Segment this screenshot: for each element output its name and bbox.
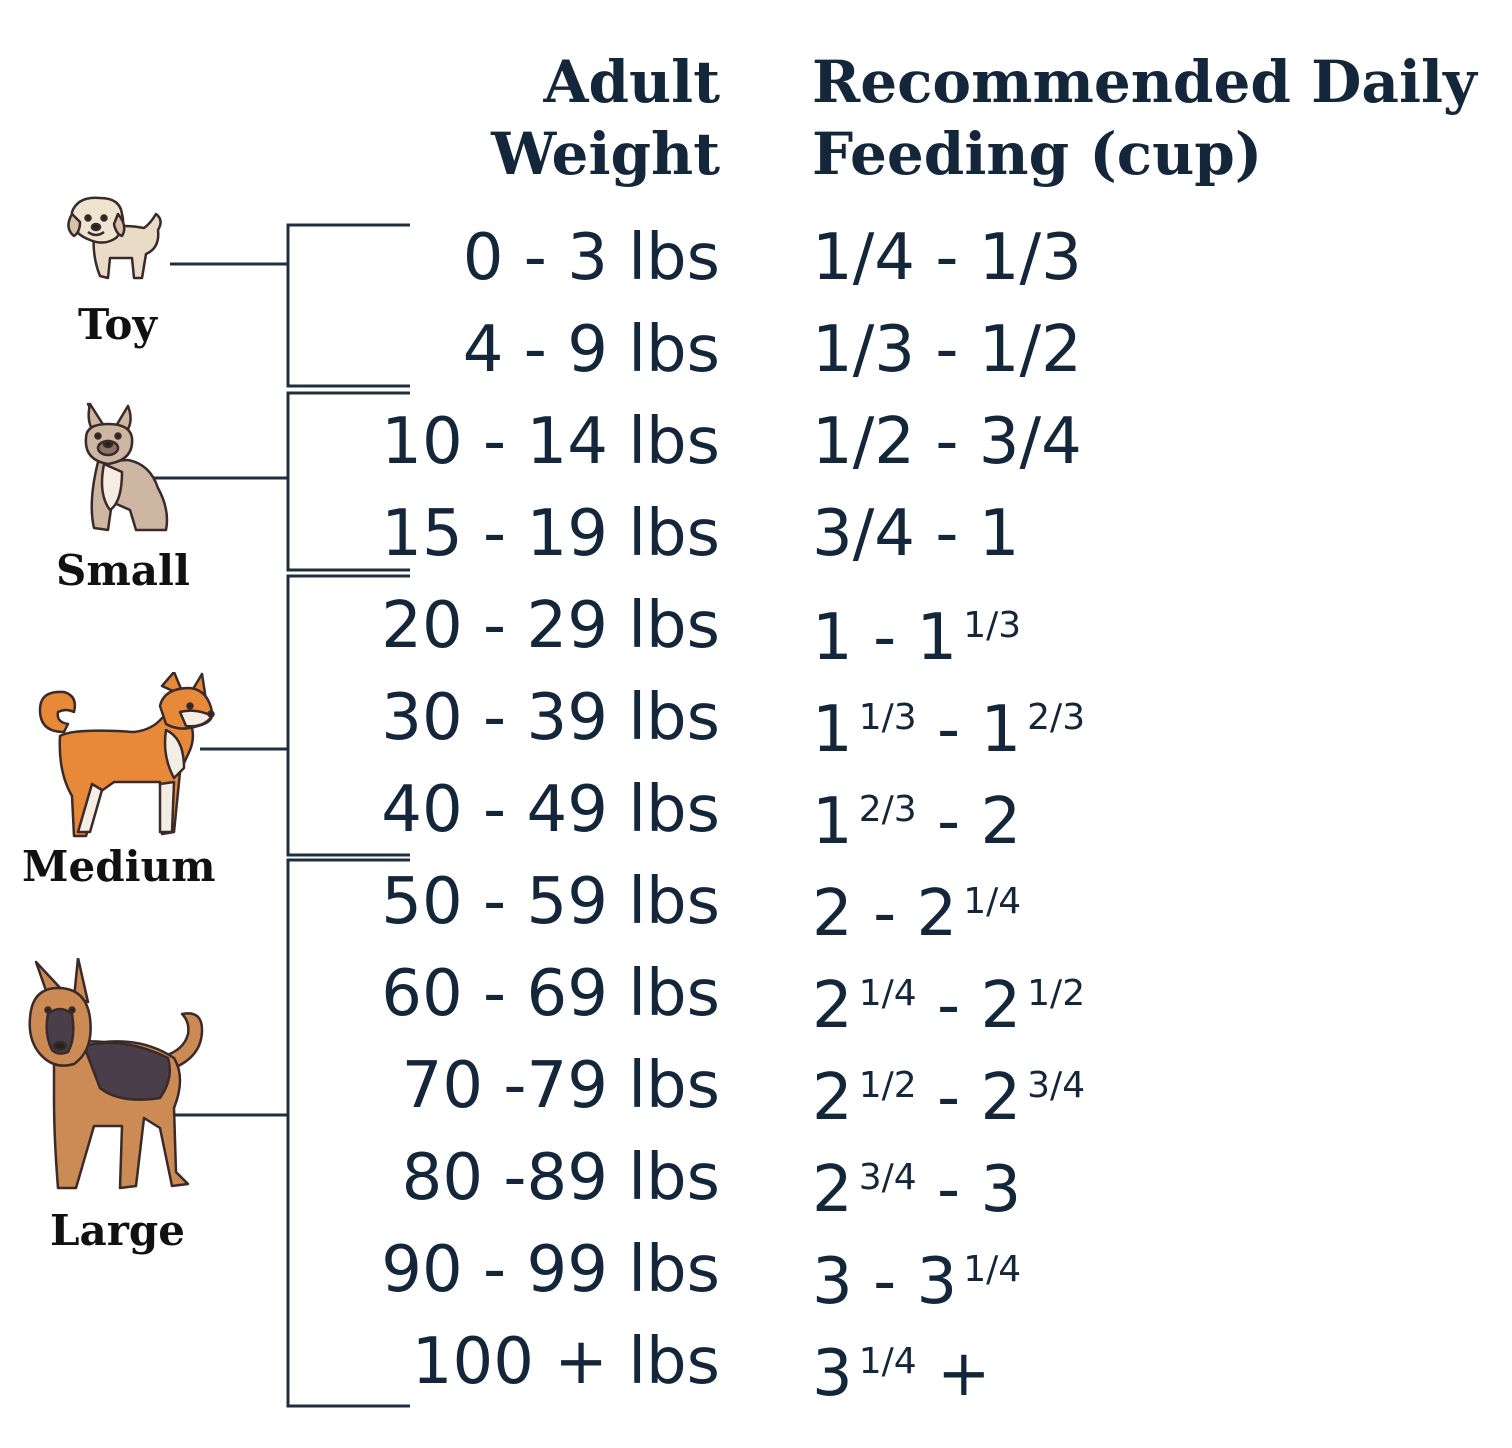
- weight-range: 40 - 49 lbs: [381, 773, 720, 847]
- table-row: 80 -89 lbs 2 3/4 - 3: [0, 1132, 1512, 1227]
- feeding-upper: - 2: [916, 969, 1022, 1043]
- feeding-upper-fraction: 2/3: [1027, 697, 1086, 738]
- weight-range: 90 - 99 lbs: [381, 1233, 720, 1307]
- feeding-whole: 1: [812, 693, 853, 767]
- feeding-fraction: 1/4: [963, 1249, 1022, 1290]
- feeding-upper: - 3: [916, 1153, 1022, 1227]
- feeding-fraction: 1/3: [963, 605, 1022, 646]
- table-row: 30 - 39 lbs 1 1/3 - 1 2/3: [0, 672, 1512, 767]
- daily-feeding-header-line2: Feeding (cup): [812, 120, 1263, 188]
- weight-range: 15 - 19 lbs: [381, 497, 720, 571]
- size-label-toy: Toy: [78, 300, 157, 349]
- feeding-whole: 2: [812, 1153, 853, 1227]
- feeding-fraction: 1/2: [858, 1065, 917, 1106]
- feeding-whole: 2: [812, 969, 853, 1043]
- feeding-upper: - 2: [916, 785, 1022, 859]
- large-dog-icon: [28, 958, 204, 1190]
- feeding-whole: 1: [812, 785, 853, 859]
- weight-range: 20 - 29 lbs: [381, 589, 720, 663]
- table-row: 70 -79 lbs 2 1/2 - 2 3/4: [0, 1040, 1512, 1135]
- weight-range: 0 - 3 lbs: [462, 221, 720, 295]
- table-row: 10 - 14 lbs 1/2 - 3/4: [0, 396, 1512, 488]
- medium-dog-icon: [38, 672, 215, 838]
- feeding-fraction: 3/4: [858, 1157, 917, 1198]
- adult-weight-header: Adult Weight: [491, 46, 720, 190]
- medium-bracket: [286, 574, 410, 857]
- feeding-fraction: 2/3: [858, 789, 917, 830]
- weight-range: 60 - 69 lbs: [381, 957, 720, 1031]
- feeding-amount: 1 2/3 - 2: [812, 764, 1021, 868]
- feeding-fraction: 1/4: [858, 1341, 917, 1382]
- table-row: 90 - 99 lbs 3 - 3 1/4: [0, 1224, 1512, 1319]
- weight-range: 30 - 39 lbs: [381, 681, 720, 755]
- feeding-whole: 1 - 1: [812, 601, 958, 675]
- weight-range: 70 -79 lbs: [401, 1049, 720, 1123]
- toy-bracket: [286, 223, 410, 388]
- table-row: 4 - 9 lbs 1/3 - 1/2: [0, 304, 1512, 396]
- size-label-medium: Medium: [22, 842, 216, 891]
- weight-range: 100 + lbs: [411, 1325, 720, 1399]
- table-row: 60 - 69 lbs 2 1/4 - 2 1/2: [0, 948, 1512, 1043]
- weight-range: 10 - 14 lbs: [381, 405, 720, 479]
- daily-feeding-header-line1: Recommended Daily: [812, 48, 1477, 116]
- feeding-whole: 3: [812, 1337, 853, 1411]
- feeding-whole: 2: [812, 1061, 853, 1135]
- feeding-amount: 2 - 2 1/4: [812, 856, 1021, 960]
- adult-weight-header-line2: Weight: [491, 120, 720, 188]
- table-row: 100 + lbs 3 1/4 +: [0, 1316, 1512, 1411]
- feeding-whole: 3 - 3: [812, 1245, 958, 1319]
- feeding-amount: 1 1/3 - 1 2/3: [812, 672, 1085, 776]
- table-row: 15 - 19 lbs 3/4 - 1: [0, 488, 1512, 580]
- feeding-upper-fraction: 1/2: [1027, 973, 1086, 1014]
- feeding-amount: 1/3 - 1/2: [812, 313, 1082, 387]
- feeding-upper: - 1: [916, 693, 1022, 767]
- feeding-amount: 3 1/4 +: [812, 1316, 991, 1420]
- table-row: 0 - 3 lbs 1/4 - 1/3: [0, 212, 1512, 304]
- feeding-upper: +: [916, 1337, 991, 1411]
- small-bracket: [286, 391, 410, 572]
- size-label-small: Small: [56, 546, 190, 595]
- feeding-amount: 1/4 - 1/3: [812, 221, 1082, 295]
- feeding-fraction: 1/4: [858, 973, 917, 1014]
- feeding-amount: 2 1/2 - 2 3/4: [812, 1040, 1085, 1144]
- daily-feeding-header: Recommended Daily Feeding (cup): [812, 46, 1477, 190]
- adult-weight-header-line1: Adult: [543, 48, 720, 116]
- feeding-amount: 2 1/4 - 2 1/2: [812, 948, 1085, 1052]
- feeding-amount: 3/4 - 1: [812, 497, 1020, 571]
- weight-range: 50 - 59 lbs: [381, 865, 720, 939]
- table-row: 50 - 59 lbs 2 - 2 1/4: [0, 856, 1512, 951]
- feeding-amount: 2 3/4 - 3: [812, 1132, 1021, 1236]
- weight-range: 4 - 9 lbs: [462, 313, 720, 387]
- feeding-fraction: 1/3: [858, 697, 917, 738]
- weight-range: 80 -89 lbs: [401, 1141, 720, 1215]
- toy-dog-icon: [67, 196, 162, 280]
- feeding-upper-fraction: 3/4: [1027, 1065, 1086, 1106]
- table-row: 40 - 49 lbs 1 2/3 - 2: [0, 764, 1512, 859]
- feeding-whole: 2 - 2: [812, 877, 958, 951]
- feeding-amount: 1/2 - 3/4: [812, 405, 1082, 479]
- feeding-upper: - 2: [916, 1061, 1022, 1135]
- large-bracket: [286, 858, 410, 1408]
- size-label-large: Large: [50, 1206, 185, 1255]
- feeding-amount: 1 - 1 1/3: [812, 580, 1021, 684]
- feeding-amount: 3 - 3 1/4: [812, 1224, 1021, 1328]
- table-row: 20 - 29 lbs 1 - 1 1/3: [0, 580, 1512, 675]
- small-dog-icon: [84, 402, 169, 532]
- feeding-fraction: 1/4: [963, 881, 1022, 922]
